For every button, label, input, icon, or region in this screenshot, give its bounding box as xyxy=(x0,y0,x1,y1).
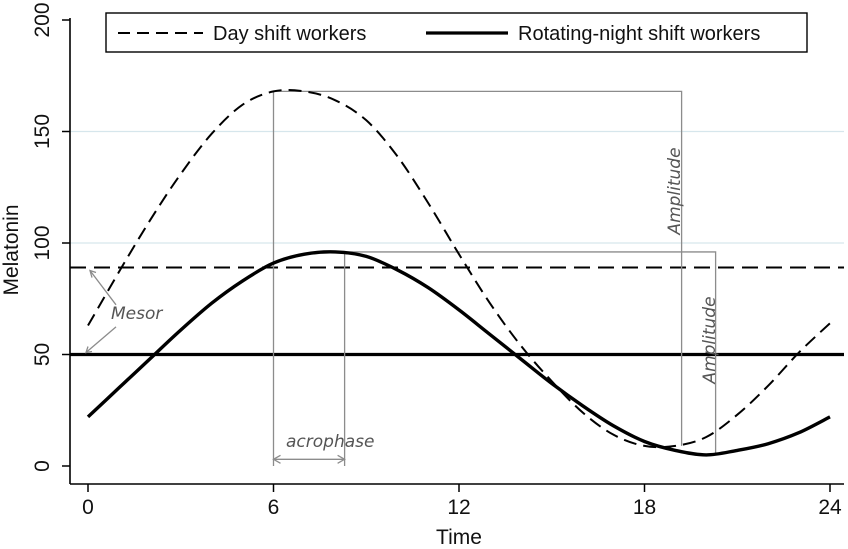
annotation-amplitude-day: Amplitude xyxy=(665,147,685,235)
annotation-brackets xyxy=(85,90,717,466)
x-tick-label-0: 0 xyxy=(82,496,94,519)
x-tick-label-6: 6 xyxy=(268,496,280,519)
annotations: Mesor acrophase Amplitude Amplitude xyxy=(111,147,720,452)
mesor-pointer-rotating-night xyxy=(85,326,117,353)
x-tick-label-18: 18 xyxy=(633,496,656,519)
series-line-rotating-night xyxy=(86,250,831,457)
x-axis-label: Time xyxy=(436,526,482,549)
mesor-pointer-day-shift xyxy=(89,270,117,306)
legend-label-rotating-night: Rotating-night shift workers xyxy=(518,23,760,45)
annotation-amplitude-night: Amplitude xyxy=(700,296,720,384)
axis-ticks: 0 50 100 150 200 0 6 12 18 24 xyxy=(31,2,842,519)
annotation-mesor: Mesor xyxy=(111,304,163,324)
acrophase-arrowhead-right xyxy=(337,454,346,464)
reference-lines xyxy=(70,266,844,357)
mesor-arrowhead-day-shift xyxy=(89,269,97,278)
y-tick-label-50: 50 xyxy=(31,343,54,366)
amplitude-bracket-rotating-night xyxy=(343,251,717,466)
amplitude-bracket-day-shift xyxy=(272,90,683,466)
series-line-day-shift xyxy=(87,88,831,449)
x-tick-label-12: 12 xyxy=(447,496,470,519)
y-tick-label-100: 100 xyxy=(31,225,54,260)
mesor-arrowhead-rotating-night xyxy=(85,346,93,354)
axes xyxy=(69,18,844,485)
legend: Day shift workers Rotating-night shift w… xyxy=(105,12,808,53)
acrophase-arrowhead-left xyxy=(272,454,281,464)
y-tick-label-150: 150 xyxy=(31,114,54,149)
y-tick-label-0: 0 xyxy=(31,460,54,472)
legend-label-day-shift: Day shift workers xyxy=(213,23,366,45)
y-axis-label: Melatonin xyxy=(0,204,23,295)
annotation-acrophase: acrophase xyxy=(286,432,374,452)
series-lines xyxy=(86,88,831,457)
x-tick-label-24: 24 xyxy=(818,496,842,519)
y-tick-label-200: 200 xyxy=(31,2,54,37)
